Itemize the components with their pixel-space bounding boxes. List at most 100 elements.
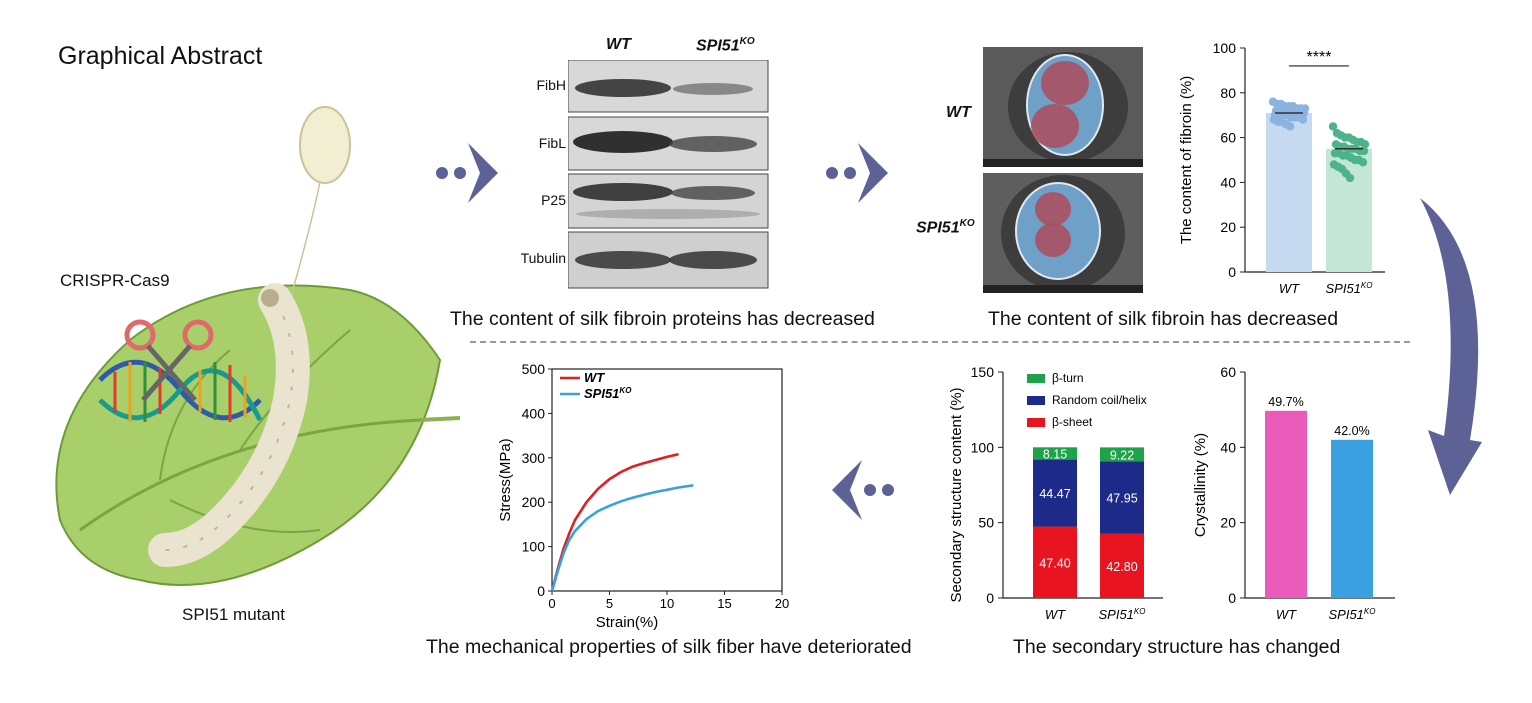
dna-strand-2	[98, 368, 263, 422]
sem-label-ko: SPI51KO	[916, 218, 975, 237]
legend-label: SPI51KO	[584, 386, 632, 401]
bar-value-label: 42.0%	[1334, 424, 1369, 438]
fibroin-content-chart: 0 20 40 60 80 100 The content of fibroin (%) WT…	[1178, 40, 1385, 296]
page-title: Graphical Abstract	[58, 42, 263, 70]
x-axis-title: Strain(%)	[596, 614, 659, 631]
silkworm-illustration	[55, 106, 460, 586]
bar-WT	[1265, 410, 1307, 598]
y-tick-label: 200	[522, 494, 546, 510]
blot-caption: The content of silk fibroin proteins has…	[450, 308, 875, 330]
sem-images	[983, 47, 1143, 293]
x-tick-label: SPI51KO	[1326, 281, 1373, 296]
silkworm-head	[261, 289, 279, 307]
cocoon	[299, 106, 351, 184]
blot-lane-ko: SPI51KO	[696, 36, 755, 55]
x-tick-label: 20	[775, 596, 789, 611]
data-point	[1345, 173, 1355, 183]
band-label-p25: P25	[541, 192, 566, 208]
y-tick-label: 40	[1220, 174, 1236, 190]
silk-thread	[289, 181, 321, 301]
bar-segment-Random coil/helix	[1033, 459, 1077, 527]
bar-segment-Random coil/helix	[1100, 461, 1144, 534]
y-tick-label: 150	[971, 364, 995, 380]
legend-swatch	[1027, 374, 1045, 383]
y-axis-title: Secondary structure content (%)	[948, 387, 965, 602]
bar-segment-β-sheet	[1033, 526, 1077, 598]
x-tick-label: WT	[1279, 281, 1300, 296]
blot-panel-p25	[568, 173, 769, 229]
legend-swatch	[1027, 418, 1045, 427]
bar-value-label: 49.7%	[1268, 395, 1303, 409]
y-axis-title: Stress(MPa)	[497, 438, 514, 521]
data-point	[1285, 122, 1295, 131]
mutant-label: SPI51 mutant	[182, 605, 286, 624]
series-line-WT	[550, 452, 679, 592]
bar-SPI51KO	[1331, 439, 1373, 598]
arrow-right-icon-2	[826, 143, 888, 203]
x-tick-label: 10	[660, 596, 674, 611]
x-tick-label: 5	[606, 596, 613, 611]
y-tick-label: 80	[1220, 85, 1236, 101]
y-tick-label: 60	[1220, 364, 1236, 380]
blot-panel-fibl	[568, 116, 769, 171]
band-label-fibl: FibL	[538, 135, 566, 151]
segment-label: 47.40	[1039, 556, 1070, 570]
legend-label: Random coil/helix	[1052, 393, 1147, 407]
y-tick-label: 100	[522, 539, 546, 555]
curved-arrow-down-icon	[1420, 198, 1482, 495]
data-point	[1360, 140, 1370, 149]
y-tick-label: 50	[978, 515, 994, 531]
blot-panel-fibh	[568, 60, 769, 113]
x-tick-label: WT	[1045, 607, 1066, 622]
secondary-structure-chart: 0 50 100 150 Secondary structure content (%)…	[948, 364, 1163, 622]
crispr-label: CRISPR-Cas9	[60, 271, 170, 290]
leaf-vein	[79, 418, 421, 532]
y-tick-label: 0	[537, 583, 545, 599]
segment-label: 44.47	[1039, 487, 1070, 501]
y-tick-label: 400	[522, 405, 546, 421]
y-tick-label: 60	[1220, 130, 1236, 146]
blot-panel-tubulin	[568, 231, 769, 289]
legend-label: β-sheet	[1052, 415, 1093, 429]
sem-image-ko	[983, 173, 1143, 293]
legend-swatch	[1027, 396, 1045, 405]
x-tick-label: SPI51KO	[1099, 607, 1146, 622]
y-tick-label: 500	[522, 361, 546, 377]
x-tick-label: 15	[717, 596, 731, 611]
sem-label-wt: WT	[946, 104, 971, 121]
bar-segment-β-turn	[1100, 447, 1144, 462]
legend-label: WT	[584, 370, 605, 385]
band-label-fibh: FibH	[536, 77, 566, 93]
y-tick-label: 100	[1213, 40, 1237, 56]
section-divider	[470, 341, 1410, 343]
y-tick-label: 300	[522, 450, 546, 466]
y-axis-title: Crystallinity (%)	[1192, 433, 1209, 537]
data-point	[1328, 122, 1338, 131]
bar-WT	[1266, 112, 1312, 273]
segment-label: 47.95	[1106, 491, 1137, 505]
data-point	[1298, 115, 1308, 124]
data-point	[1358, 158, 1368, 167]
series-line-SPI51KO	[550, 484, 694, 592]
leaf-shape	[55, 284, 442, 586]
bar-segment-β-sheet	[1100, 533, 1144, 598]
y-tick-label: 40	[1220, 439, 1236, 455]
y-axis-title: The content of fibroin (%)	[1178, 76, 1195, 244]
y-tick-label: 0	[1228, 264, 1236, 280]
scissors-icon	[124, 319, 214, 402]
bar-SPI51KO	[1326, 148, 1372, 272]
y-tick-label: 20	[1220, 515, 1236, 531]
segment-label: 42.80	[1106, 560, 1137, 574]
y-tick-label: 0	[1228, 590, 1236, 606]
secondary-caption: The secondary structure has changed	[1013, 636, 1341, 658]
band-label-tubulin: Tubulin	[520, 250, 566, 266]
segment-label: 8.15	[1043, 447, 1067, 461]
blot-lane-wt: WT	[606, 36, 631, 53]
bar-segment-β-turn	[1033, 447, 1077, 460]
sem-image-wt	[983, 47, 1143, 167]
arrow-right-icon-1	[436, 143, 498, 203]
arrow-left-icon	[832, 460, 894, 520]
x-tick-label: 0	[548, 596, 555, 611]
crystallinity-chart: 0 20 40 60 Crystallinity (%) 49.7% WT 42.0% SPI5…	[1192, 364, 1395, 622]
plot-frame	[551, 368, 783, 592]
